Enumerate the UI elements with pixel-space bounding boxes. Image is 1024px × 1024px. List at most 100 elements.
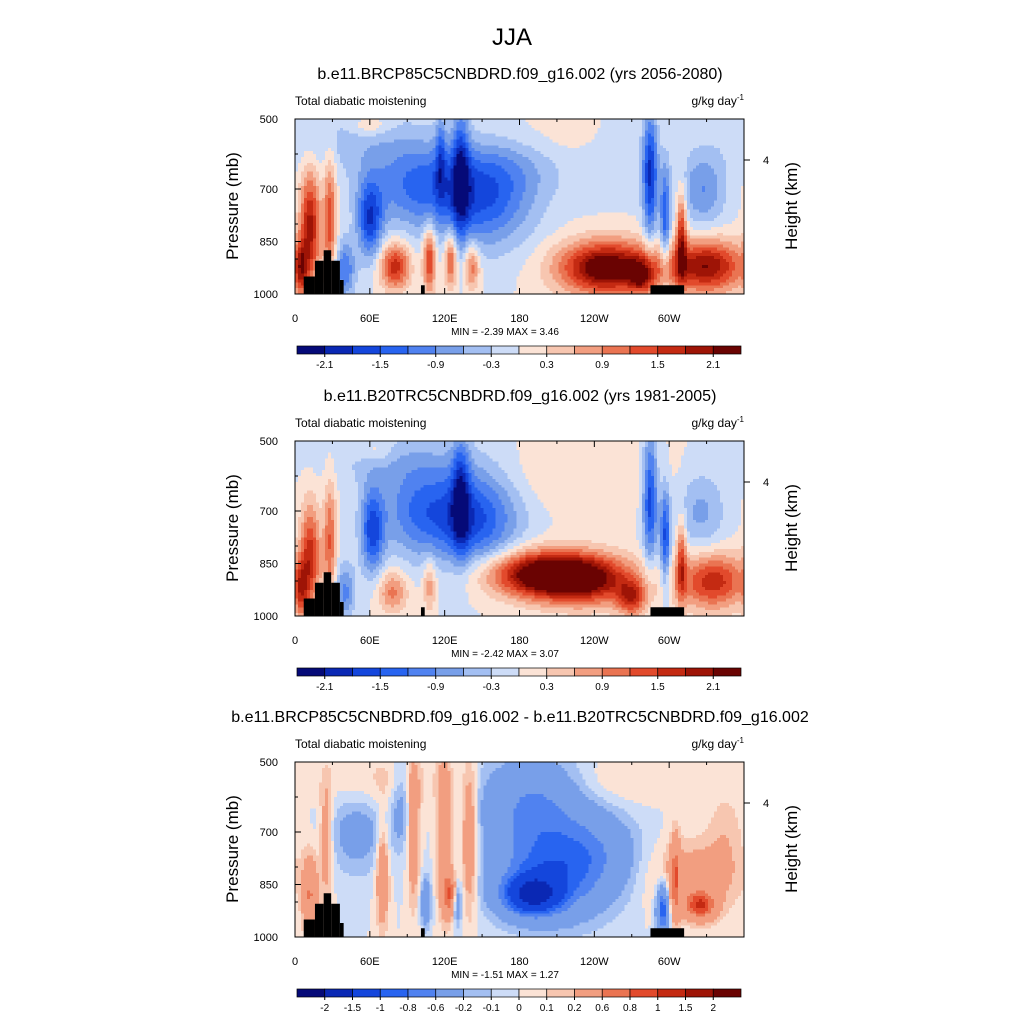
x-tick-label: 60E — [360, 635, 380, 647]
colorbar-swatch — [547, 989, 575, 997]
y-axis-label: Pressure (mb) — [223, 474, 242, 582]
colorbar-swatch — [380, 346, 408, 354]
colorbar-label: -0.2 — [455, 1003, 473, 1014]
colorbar-swatch — [297, 668, 325, 676]
y-axis-label-right: Height (km) — [782, 162, 801, 250]
colorbar-label: 0.2 — [568, 1003, 582, 1014]
colorbar-label: -0.1 — [483, 1003, 501, 1014]
min-max-text: MIN = -2.42 MAX = 3.07 — [451, 649, 559, 660]
colorbar-swatch — [575, 989, 603, 997]
colorbar-label: 0.3 — [540, 360, 554, 371]
colorbar-swatch — [658, 989, 686, 997]
y-tick-label: 850 — [260, 559, 278, 571]
y-tick-label: 700 — [260, 184, 278, 196]
colorbar: -2 -1.5 -1 -0.8 -0.6 -0.2 -0.1 0 0.1 0.2 0.6 0.8 1 1.… — [297, 989, 741, 1014]
height-tick-label: 4 — [763, 155, 769, 167]
colorbar-swatch — [519, 346, 547, 354]
colorbar-label: -1 — [376, 1003, 385, 1014]
contour-field — [295, 762, 744, 937]
colorbar-label: 0.9 — [595, 682, 609, 693]
colorbar-swatch — [602, 989, 630, 997]
colorbar-swatch — [547, 668, 575, 676]
units-label: g/kg day-1 — [692, 415, 745, 430]
panel-2: b.e11.B20TRC5CNBDRD.f09_g16.002 (yrs 198… — [223, 388, 801, 693]
colorbar-swatch — [658, 668, 686, 676]
colorbar-swatch — [713, 346, 741, 354]
colorbar-swatch — [408, 668, 436, 676]
colorbar-swatch — [686, 668, 714, 676]
units-label: g/kg day-1 — [692, 93, 745, 108]
colorbar-label: 0.3 — [540, 682, 554, 693]
x-tick-label: 0 — [292, 635, 298, 647]
colorbar: -2.1 -1.5 -0.9 -0.3 0.3 0.9 1.5 2.1 — [297, 346, 741, 371]
colorbar-swatch — [575, 668, 603, 676]
colorbar-swatch — [408, 346, 436, 354]
colorbar-swatch — [519, 668, 547, 676]
figure-title: JJA — [492, 24, 532, 51]
colorbar-swatch — [713, 668, 741, 676]
y-axis-label: Pressure (mb) — [223, 795, 242, 903]
x-tick-label: 60W — [658, 635, 681, 647]
y-tick-label: 500 — [260, 114, 278, 126]
colorbar-swatch — [491, 668, 519, 676]
colorbar-label: 0.8 — [623, 1003, 637, 1014]
colorbar-swatch — [686, 346, 714, 354]
colorbar-swatch — [464, 989, 492, 997]
colorbar-swatch — [519, 989, 547, 997]
colorbar-swatch — [602, 346, 630, 354]
x-tick-label: 0 — [292, 313, 298, 325]
y-tick-label: 500 — [260, 757, 278, 769]
colorbar-label: -0.3 — [483, 360, 501, 371]
colorbar-swatch — [547, 346, 575, 354]
x-tick-label: 60W — [658, 956, 681, 968]
units-label: g/kg day-1 — [692, 736, 745, 751]
x-tick-label: 60W — [658, 313, 681, 325]
colorbar-label: 0.1 — [540, 1003, 554, 1014]
panel-1: b.e11.BRCP85C5CNBDRD.f09_g16.002 (yrs 20… — [223, 66, 801, 371]
colorbar-label: 2.1 — [706, 360, 720, 371]
colorbar-label: -0.6 — [427, 1003, 445, 1014]
colorbar-label: 2 — [710, 1003, 716, 1014]
colorbar-label: -2.1 — [316, 360, 334, 371]
y-axis-label-right: Height (km) — [782, 484, 801, 572]
colorbar-swatch — [686, 989, 714, 997]
contour-field — [295, 119, 744, 294]
figure-canvas: JJA b.e11.BRCP85C5CNBDRD.f09_g16.002 (yr… — [0, 0, 1024, 1024]
colorbar-swatch — [713, 989, 741, 997]
y-tick-label: 850 — [260, 237, 278, 249]
colorbar-swatch — [380, 668, 408, 676]
colorbar-swatch — [408, 989, 436, 997]
x-tick-label: 180 — [510, 635, 528, 647]
colorbar-swatch — [630, 346, 658, 354]
panel-3: b.e11.BRCP85C5CNBDRD.f09_g16.002 - b.e11… — [223, 709, 809, 1014]
colorbar-label: -0.9 — [427, 360, 445, 371]
colorbar-swatch — [353, 668, 381, 676]
x-tick-label: 180 — [510, 313, 528, 325]
colorbar-label: -2 — [320, 1003, 329, 1014]
y-axis-label-right: Height (km) — [782, 805, 801, 893]
colorbar-swatch — [380, 989, 408, 997]
colorbar-swatch — [325, 346, 353, 354]
colorbar-label: 1 — [655, 1003, 661, 1014]
colorbar-label: -1.5 — [344, 1003, 362, 1014]
colorbar-swatch — [297, 346, 325, 354]
colorbar-swatch — [325, 989, 353, 997]
colorbar-swatch — [491, 346, 519, 354]
colorbar-label: -0.8 — [399, 1003, 417, 1014]
colorbar-swatch — [630, 989, 658, 997]
colorbar: -2.1 -1.5 -0.9 -0.3 0.3 0.9 1.5 2.1 — [297, 668, 741, 693]
colorbar-swatch — [436, 346, 464, 354]
height-tick-label: 4 — [763, 798, 769, 810]
x-tick-label: 0 — [292, 956, 298, 968]
y-tick-label: 700 — [260, 506, 278, 518]
colorbar-swatch — [464, 668, 492, 676]
y-tick-label: 1000 — [254, 611, 278, 623]
y-tick-label: 1000 — [254, 289, 278, 301]
colorbar-label: 0.6 — [595, 1003, 609, 1014]
y-tick-label: 850 — [260, 880, 278, 892]
colorbar-swatch — [297, 989, 325, 997]
x-tick-label: 60E — [360, 956, 380, 968]
x-tick-label: 60E — [360, 313, 380, 325]
colorbar-swatch — [630, 668, 658, 676]
colorbar-label: 0 — [516, 1003, 522, 1014]
